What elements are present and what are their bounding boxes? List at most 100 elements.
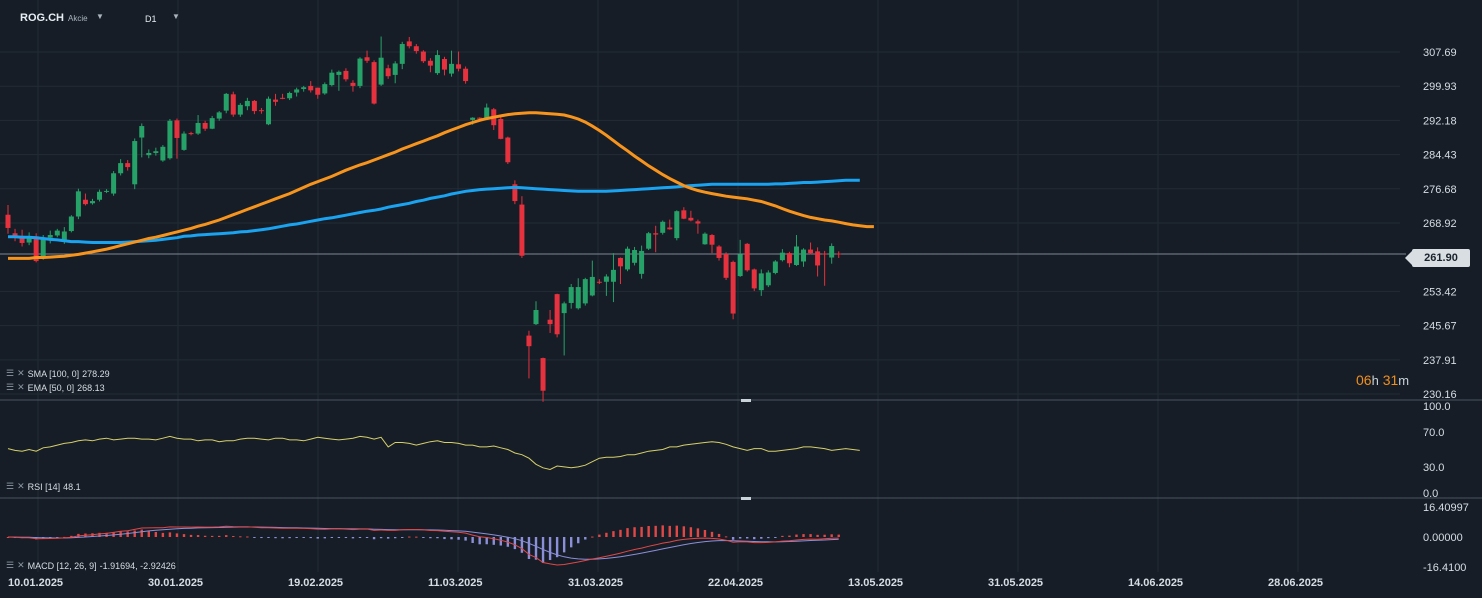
candle-body	[385, 68, 391, 77]
time-label: 10.01.2025	[8, 577, 63, 589]
candle-body	[765, 272, 771, 286]
candle-body	[251, 100, 257, 112]
macd-histogram-bar	[689, 527, 693, 537]
macd-histogram-bar	[661, 525, 664, 537]
candle-body	[33, 236, 39, 262]
macd-histogram-bar	[534, 537, 538, 560]
symbol-name[interactable]: ROG.CH	[20, 12, 64, 24]
candle-body	[153, 151, 159, 153]
candle-body	[68, 216, 74, 232]
time-axis: 10.01.2025 30.01.2025 19.02.2025 11.03.2025…	[8, 577, 1323, 589]
time-label: 28.06.2025	[1268, 577, 1323, 589]
macd-histogram-bar	[527, 537, 531, 559]
macd-histogram-bar	[316, 537, 319, 539]
macd-histogram-bar	[464, 537, 467, 541]
macd-histogram-bar	[281, 537, 284, 539]
macd-histogram-bar	[168, 532, 172, 537]
candle-body	[273, 99, 279, 102]
price-label: 299.93	[1423, 81, 1457, 93]
macd-histogram-bar	[605, 532, 608, 537]
macd-histogram-bar	[260, 537, 263, 539]
close-icon[interactable]: ✕	[17, 481, 25, 491]
macd-histogram-bar	[196, 535, 200, 537]
candle-body	[610, 269, 616, 282]
ema-line	[8, 111, 874, 260]
rsi-line	[7, 435, 860, 471]
settings-icon[interactable]: ☰	[6, 560, 15, 570]
candle-body	[695, 221, 701, 224]
candle-body	[526, 335, 532, 347]
settings-icon[interactable]: ☰	[6, 382, 15, 392]
candle-body	[47, 235, 53, 238]
timeframe-dropdown-icon[interactable]: ▼	[172, 12, 180, 21]
time-label: 31.05.2025	[988, 577, 1043, 589]
candle-body	[463, 68, 469, 82]
candle-body	[61, 231, 67, 242]
candle-body	[12, 233, 18, 237]
macd-histogram-bar	[738, 537, 742, 539]
candle-body	[751, 269, 757, 289]
price-label: 284.43	[1423, 150, 1457, 162]
candle-body	[449, 63, 455, 74]
sma-legend[interactable]: ☰ ✕ SMA [100, 0] 278.29	[6, 368, 110, 379]
macd-histogram-bar	[612, 531, 615, 537]
resize-handle	[741, 497, 751, 500]
macd-histogram-bar	[443, 537, 446, 540]
timeframe-selector[interactable]: D1	[145, 14, 157, 24]
macd-axis-label: 0.00000	[1423, 532, 1463, 544]
candle-body	[688, 217, 694, 221]
macd-histogram-bar	[675, 525, 678, 537]
candle-body	[350, 82, 356, 86]
macd-histogram-bar	[478, 537, 481, 545]
candle-body	[779, 252, 785, 261]
candle-body	[498, 119, 504, 139]
candle-body	[244, 100, 250, 107]
macd-histogram-bar	[337, 537, 341, 538]
candle-body	[808, 249, 814, 254]
macd-histogram-bar	[774, 537, 777, 538]
candle-body	[329, 72, 335, 86]
macd-histogram-bar	[837, 534, 840, 537]
candle-body	[793, 246, 799, 266]
candle-body	[772, 261, 778, 273]
candle-body	[420, 51, 426, 62]
candle-body	[160, 146, 166, 161]
rsi-axis-label: 0.0	[1423, 488, 1438, 500]
candle-body	[111, 173, 117, 194]
candle-body	[589, 276, 595, 296]
candle-body	[265, 98, 271, 125]
macd-histogram-bar	[591, 536, 594, 538]
candle-body	[26, 236, 32, 243]
candle-body	[801, 249, 807, 262]
candle-body	[744, 243, 750, 271]
candle-countdown: 06h 31m	[1356, 372, 1409, 388]
close-icon[interactable]: ✕	[17, 368, 25, 378]
rsi-label: RSI [14]	[27, 481, 61, 492]
rsi-legend[interactable]: ☰ ✕ RSI [14] 48.1	[6, 481, 81, 492]
candle-body	[223, 93, 229, 111]
candle-body	[146, 152, 152, 156]
candle-body	[139, 126, 145, 138]
candle-body	[315, 87, 321, 95]
macd-histogram-bar	[696, 528, 700, 537]
time-label: 22.04.2025	[708, 577, 763, 589]
macd-histogram-bar	[788, 535, 791, 537]
ema-legend[interactable]: ☰ ✕ EMA [50, 0] 268.13	[6, 382, 105, 393]
candle-body	[97, 191, 103, 200]
candle-body	[617, 257, 623, 267]
candle-body	[378, 57, 384, 85]
settings-icon[interactable]: ☰	[6, 368, 15, 378]
settings-icon[interactable]: ☰	[6, 481, 15, 491]
candle-body	[54, 230, 60, 236]
symbol-dropdown-icon[interactable]: ▼	[96, 12, 104, 21]
candle-body	[653, 233, 659, 235]
macd-legend[interactable]: ☰ ✕ MACD [12, 26, 9] -1.91694, -2.92426	[6, 560, 176, 571]
macd-histogram-bar	[654, 525, 657, 537]
candle-body	[280, 97, 286, 99]
macd-histogram-bar	[429, 537, 432, 539]
candle-body	[716, 246, 722, 258]
close-icon[interactable]: ✕	[17, 382, 25, 392]
time-label: 13.05.2025	[848, 577, 903, 589]
close-icon[interactable]: ✕	[17, 560, 25, 570]
